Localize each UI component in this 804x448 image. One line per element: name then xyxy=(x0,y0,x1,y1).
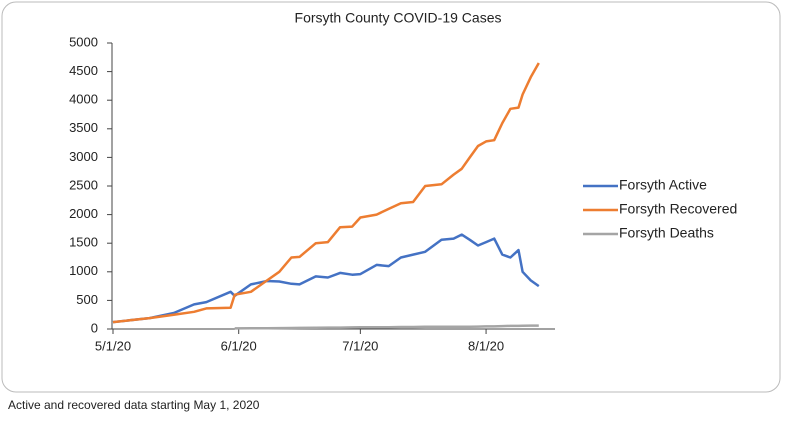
y-tick-label: 4500 xyxy=(69,63,98,78)
series-line xyxy=(112,62,540,324)
series-line xyxy=(234,324,539,330)
y-tick-label: 2000 xyxy=(69,206,98,221)
x-tick-label: 8/1/20 xyxy=(468,338,504,353)
footnote: Active and recovered data starting May 1… xyxy=(8,398,260,412)
series-line xyxy=(112,233,540,324)
legend-label: Forsyth Deaths xyxy=(619,225,714,241)
y-tick-label: 3500 xyxy=(69,120,98,135)
y-tick-label: 0 xyxy=(91,320,98,335)
y-tick-label: 4000 xyxy=(69,92,98,107)
x-tick-label: 6/1/20 xyxy=(221,338,257,353)
y-tick-label: 1000 xyxy=(69,263,98,278)
y-tick-label: 500 xyxy=(76,292,98,307)
chart-title: Forsyth County COVID-19 Cases xyxy=(295,10,502,26)
x-tick-label: 7/1/20 xyxy=(342,338,378,353)
legend-label: Forsyth Active xyxy=(619,177,707,193)
y-tick-label: 3000 xyxy=(69,149,98,164)
y-tick-label: 1500 xyxy=(69,235,98,250)
x-tick-label: 5/1/20 xyxy=(95,338,131,353)
legend-label: Forsyth Recovered xyxy=(619,201,737,217)
y-tick-label: 2500 xyxy=(69,177,98,192)
y-tick-label: 5000 xyxy=(69,34,98,49)
chart-border xyxy=(1,1,781,393)
